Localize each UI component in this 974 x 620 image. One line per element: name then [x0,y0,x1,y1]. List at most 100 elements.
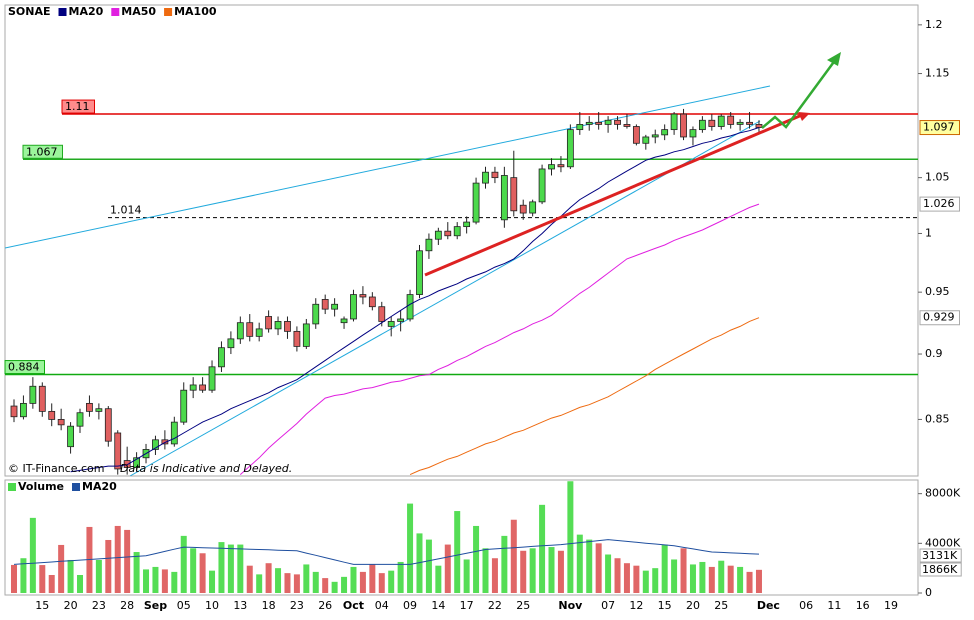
candle-body [642,136,650,144]
volume-bar [510,519,517,593]
candle-body [538,168,546,203]
volume-bar [161,569,168,593]
volume-bar [29,517,36,593]
x-tick-label: 13 [233,599,247,612]
volume-bar [124,529,131,593]
legend-label: MA20 [69,5,104,18]
volume-pane [4,479,919,596]
legend-swatch [164,8,173,16]
end-label: 1866K [922,563,958,576]
candle-body [680,113,687,138]
candle-body [727,115,735,125]
y-tick-label: 0.9 [925,347,943,360]
candle-body [670,113,678,131]
x-tick-label: 28 [120,599,134,612]
axes: 1.2 1.15 1.05 1 0.95 0.9 0.85 8000K 4000K 0 15 20 23… [8,5,962,612]
x-tick-label: 14 [431,599,445,612]
candle-body [340,318,348,324]
volume-bar [520,550,527,593]
y-tick-label: 0.95 [925,285,950,298]
x-tick-label: 04 [375,599,389,612]
legend-swatch [72,483,80,491]
legend-swatch [111,8,120,16]
note: Data is Indicative and Delayed. [120,462,292,475]
level-label: 1.014 [110,204,142,217]
candle-body [321,299,329,310]
volume-bar [633,565,640,593]
ma-line [70,127,760,473]
candle-body [29,385,37,404]
end-label: 1.097 [923,121,955,134]
volume-bar [359,571,366,593]
candle-body [95,408,103,412]
legend-label: MA100 [174,5,217,18]
candle-body [123,460,131,468]
candle-body [453,226,461,237]
candle-body [708,119,716,127]
volume-bar [369,564,376,593]
volume-bar [312,571,319,593]
x-tick-label: 20 [686,599,700,612]
volume-bar [350,566,357,593]
x-tick-label: 17 [460,599,474,612]
source: © IT-Finance.com [8,462,105,475]
volume-bar [567,481,574,593]
candle-body [274,321,282,330]
level-label: 1.067 [26,145,58,158]
volume-bar [275,568,282,593]
candle-body [585,121,593,125]
volume-bar [435,565,442,593]
volume-bar [114,525,121,593]
volume-bar [623,563,630,593]
candle-body [293,330,301,347]
candle-body [397,318,405,322]
volume-bar [39,565,46,593]
y-tick-label: 1.05 [925,171,950,184]
volume-bar [425,539,432,593]
candle-body [434,230,442,240]
volume-bar [539,504,546,593]
candle-body [623,124,631,127]
candle-body [500,175,508,221]
candle-body [632,126,640,144]
volume-bar [689,564,696,593]
volume-bar [746,571,753,593]
x-tick-label: 26 [318,599,332,612]
volume-bar [642,570,649,593]
volume-bar [444,544,451,593]
candle-body [425,238,433,252]
volume-bar [256,574,263,593]
trendline [129,120,761,476]
volume-bar [699,561,706,593]
volume-bar [576,534,583,593]
volume-bar [378,573,385,593]
candle-body [406,294,414,320]
candle-body [133,457,140,468]
volume-bar [293,574,300,593]
x-tick-label: Sep [144,599,167,612]
volume-bar [133,552,140,593]
x-tick-label: 20 [64,599,78,612]
volume-bar [20,558,27,593]
end-label-box [919,548,962,563]
volume-bar [152,566,159,593]
arrow [761,58,838,129]
candle-body [755,124,763,128]
x-tick-label: 10 [205,599,219,612]
volume-bar [501,535,508,593]
volume-bar [284,573,291,593]
volume-bar [407,503,414,593]
candle-body [463,221,471,228]
level-label: 1.11 [65,100,90,113]
volume-bar [416,533,423,593]
candle-body [57,419,65,426]
volume-bar [454,511,461,593]
volume-bar [331,581,338,593]
volume-bar [322,578,329,593]
candle-body [651,134,659,138]
candle-body [548,164,555,170]
volume-bar [95,559,102,593]
candle-body [689,129,697,138]
volume-bar [388,570,395,593]
